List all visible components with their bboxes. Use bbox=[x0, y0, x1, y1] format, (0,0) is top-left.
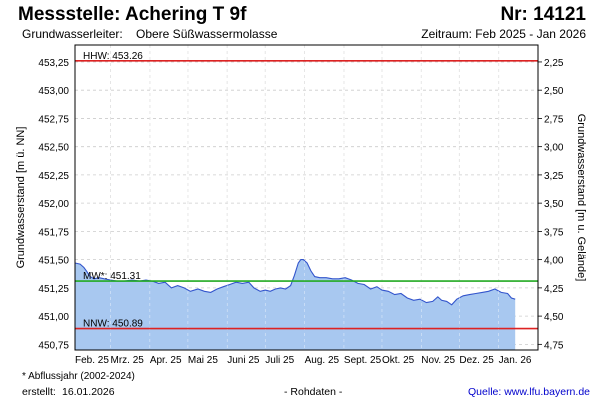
reference-lines: HHW: 453.26 MW*: 451.31 NNW: 450.89 bbox=[75, 51, 538, 330]
y-tick-label: 453,00 bbox=[38, 86, 69, 97]
y-tick-label: 451,00 bbox=[38, 312, 69, 323]
x-tick-label: Apr. 25 bbox=[150, 355, 182, 366]
y-tick-label: 451,75 bbox=[38, 227, 69, 238]
y2-axis-title: Grundwasserstand [m u. Gelände] bbox=[575, 114, 587, 282]
y-axis-title: Grundwasserstand [m ü. NN] bbox=[15, 127, 27, 269]
y2-tick-label: 3,75 bbox=[544, 227, 564, 238]
created-date: 16.01.2026 bbox=[62, 386, 115, 398]
raw-data-note: - Rohdaten - bbox=[284, 386, 343, 398]
y2-tick-label: 3,00 bbox=[544, 143, 564, 154]
y-tick-label: 450,75 bbox=[38, 340, 69, 351]
y2-tick-label: 4,25 bbox=[544, 284, 564, 295]
y-tick-label: 452,75 bbox=[38, 114, 69, 125]
reference-line-label: HHW: 453.26 bbox=[83, 51, 143, 62]
y2-tick-label: 2,50 bbox=[544, 86, 564, 97]
x-tick-label: Sept. 25 bbox=[344, 355, 382, 366]
y-tick-label: 451,25 bbox=[38, 284, 69, 295]
x-tick-label: Okt. 25 bbox=[382, 355, 415, 366]
source-link[interactable]: Quelle: www.lfu.bayern.de bbox=[468, 386, 590, 398]
y-tick-label: 452,00 bbox=[38, 199, 69, 210]
period-label: Zeitraum: Feb 2025 - Jan 2026 bbox=[421, 27, 586, 41]
x-tick-label: Nov. 25 bbox=[421, 355, 455, 366]
y2-tick-label: 3,25 bbox=[544, 171, 564, 182]
y-tick-label: 453,25 bbox=[38, 58, 69, 69]
station-number: Nr: 14121 bbox=[500, 4, 586, 25]
y2-tick-label: 3,50 bbox=[544, 199, 564, 210]
reference-line-label: MW*: 451.31 bbox=[83, 271, 141, 282]
page-title: Messstelle: Achering T 9f bbox=[18, 4, 247, 25]
footnote: * Abflussjahr (2002-2024) bbox=[22, 371, 135, 382]
y-tick-label: 452,50 bbox=[38, 143, 69, 154]
x-tick-label: Dez. 25 bbox=[459, 355, 494, 366]
reference-line-label: NNW: 450.89 bbox=[83, 319, 143, 330]
plot-frame bbox=[74, 44, 539, 351]
x-tick-label: Feb. 25 bbox=[75, 355, 109, 366]
y2-tick-label: 4,00 bbox=[544, 256, 564, 267]
aquifer-label: Grundwasserleiter: bbox=[22, 27, 123, 41]
axes bbox=[74, 44, 542, 351]
x-tick-label: Aug. 25 bbox=[305, 355, 340, 366]
x-tick-label: Juli 25 bbox=[265, 355, 294, 366]
y2-tick-label: 4,75 bbox=[544, 340, 564, 351]
x-tick-label: Juni 25 bbox=[227, 355, 260, 366]
y2-tick-label: 2,75 bbox=[544, 114, 564, 125]
series-area bbox=[75, 259, 516, 350]
created-label: erstellt: bbox=[22, 386, 56, 398]
y2-tick-label: 4,50 bbox=[544, 312, 564, 323]
x-tick-label: Jan. 26 bbox=[499, 355, 532, 366]
axis-labels: 450,75 451,00 451,25 451,50 451,75 452,00 452,… bbox=[15, 58, 587, 366]
y-tick-label: 451,50 bbox=[38, 256, 69, 267]
aquifer-value: Obere Süßwassermolasse bbox=[136, 27, 278, 41]
y-tick-label: 452,25 bbox=[38, 171, 69, 182]
series-line bbox=[74, 259, 516, 306]
y2-tick-label: 2,25 bbox=[544, 58, 564, 69]
x-tick-label: Mrz. 25 bbox=[111, 355, 145, 366]
x-tick-label: Mai 25 bbox=[188, 355, 218, 366]
